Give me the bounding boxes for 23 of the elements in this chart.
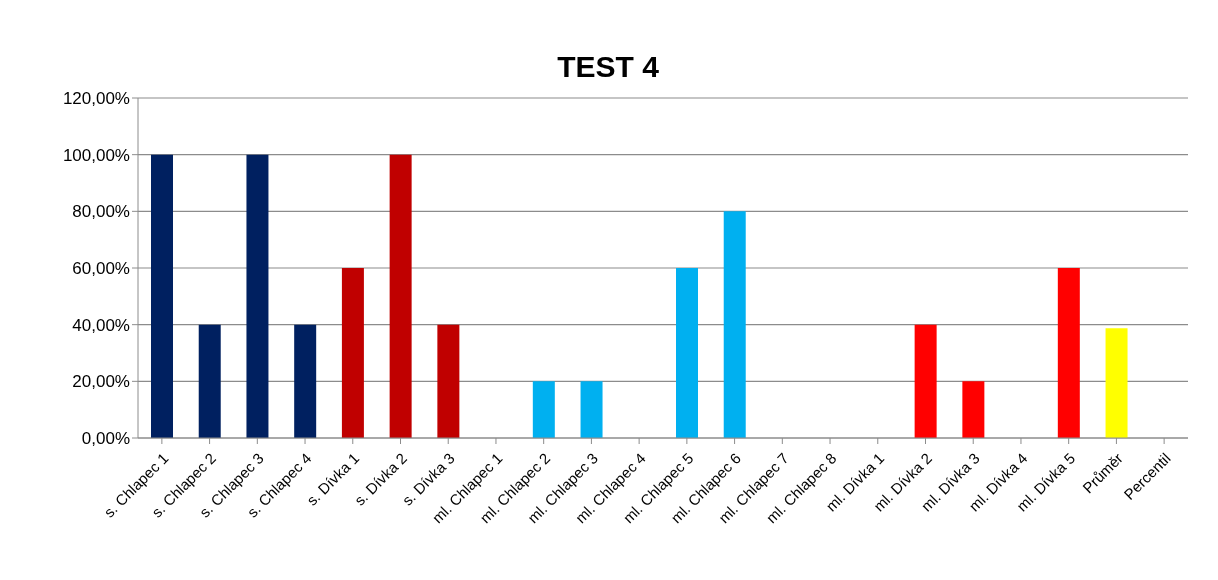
y-tick-label: 0,00% <box>81 429 130 449</box>
bar <box>294 324 317 438</box>
y-tick-label: 120,00% <box>62 89 130 109</box>
y-tick-label: 40,00% <box>72 315 130 335</box>
bar <box>341 268 364 438</box>
y-tick-label: 60,00% <box>72 259 130 279</box>
bar <box>389 154 412 438</box>
bar <box>914 324 937 438</box>
y-tick-label: 20,00% <box>72 372 130 392</box>
y-tick-label: 100,00% <box>62 145 130 165</box>
y-tick-label: 80,00% <box>72 202 130 222</box>
bar <box>1057 268 1080 438</box>
bar <box>1105 328 1128 438</box>
bar <box>437 324 460 438</box>
bar <box>962 381 985 438</box>
bar <box>198 324 221 438</box>
bar <box>151 154 173 438</box>
bar <box>676 268 698 438</box>
bar <box>532 381 555 438</box>
bar <box>246 154 269 438</box>
bar <box>580 381 603 438</box>
bar <box>723 211 746 438</box>
chart-title: TEST 4 <box>556 49 660 83</box>
